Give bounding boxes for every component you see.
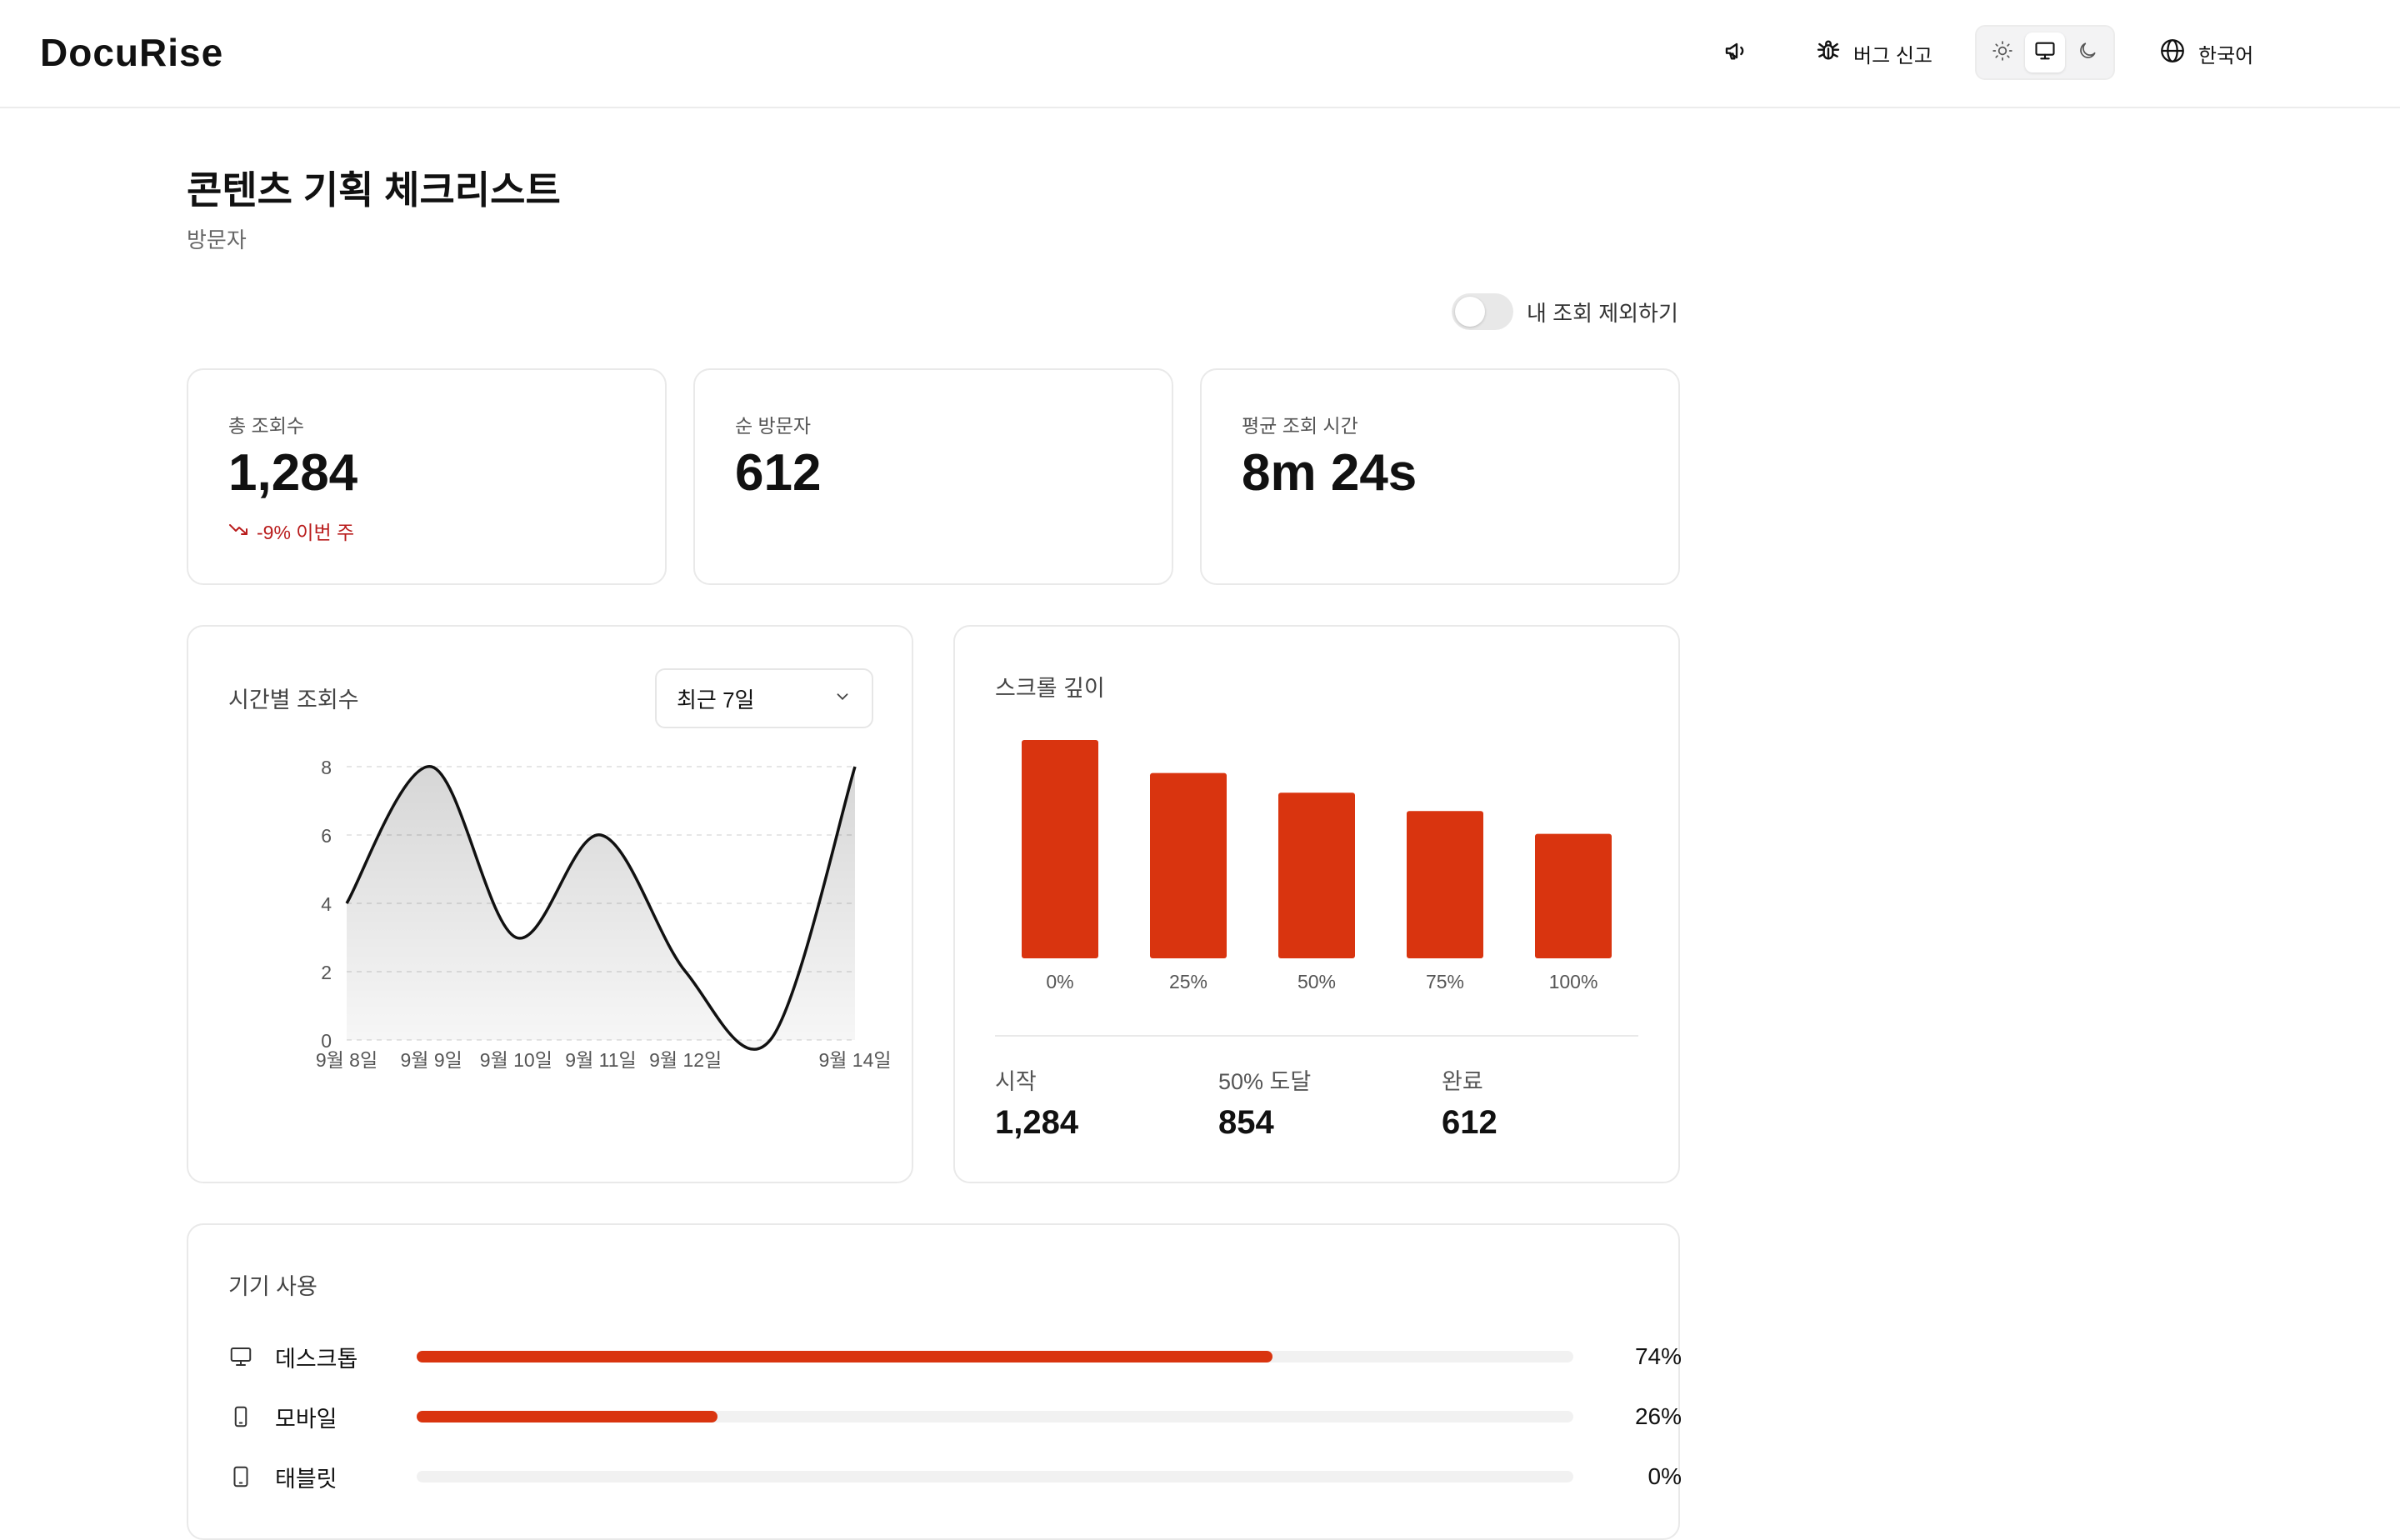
bug-icon: [1815, 38, 1842, 70]
tablet-icon: [228, 1464, 262, 1489]
stat-value: 612: [735, 444, 822, 502]
x-tick-label: 0%: [1046, 971, 1073, 992]
series-line: [345, 765, 857, 1051]
x-tick-label: 9월 14일: [818, 1049, 891, 1071]
x-tick-label: 75%: [1426, 971, 1464, 992]
trend-text: -9% 이번 주: [257, 522, 355, 543]
scroll-summary-half: 50% 도달 854: [1218, 1063, 1311, 1142]
exclude-my-views-label: 내 조회 제외하기: [1527, 300, 1678, 326]
device-progress-track: [417, 1351, 1573, 1362]
summary-value: 612: [1442, 1104, 1498, 1141]
exclude-my-views-toggle-row: 내 조회 제외하기: [1452, 293, 1678, 330]
device-progress-fill: [417, 1411, 718, 1422]
x-tick-label: 50%: [1298, 971, 1336, 992]
stat-card-avg-view-time: 평균 조회 시간 8m 24s: [1200, 368, 1680, 585]
bug-report-label: 버그 신고: [1853, 44, 1932, 68]
device-name: 데스크톱: [275, 1346, 358, 1372]
y-tick-label: 8: [321, 757, 332, 778]
scroll-depth-bar: [1150, 772, 1227, 958]
bug-report-button[interactable]: 버그 신고: [1815, 32, 1932, 75]
card-title: 시간별 조회수: [228, 688, 359, 712]
theme-system-button[interactable]: [2024, 32, 2065, 72]
device-row-desktop: 데스크톱 74%: [228, 1340, 1682, 1373]
language-label: 한국어: [2198, 44, 2254, 68]
card-title: 스크롤 깊이: [995, 676, 1105, 701]
summary-label: 50% 도달: [1218, 1069, 1312, 1094]
y-tick-label: 2: [321, 962, 332, 983]
announcements-button[interactable]: [1723, 32, 1750, 75]
exclude-my-views-toggle[interactable]: [1452, 293, 1513, 330]
theme-dark-button[interactable]: [2068, 32, 2108, 72]
device-usage-card: 기기 사용 데스크톱 74% 모바일 26% 태블릿 0%: [187, 1223, 1682, 1540]
logo[interactable]: DocuRise: [40, 31, 224, 74]
area-fill: [347, 766, 855, 1050]
x-tick-label: 9월 11일: [565, 1049, 636, 1071]
stat-label: 평균 조회 시간: [1242, 415, 1358, 437]
y-tick-label: 0: [321, 1030, 332, 1052]
device-progress-track: [417, 1471, 1573, 1482]
stat-value: 8m 24s: [1242, 444, 1418, 502]
top-bar: DocuRise 버그 신고 한국: [0, 0, 2400, 108]
scroll-depth-card: 스크롤 깊이 0% 25% 50% 75% 100% 시작 1,284 50% 도달 8…: [953, 625, 1680, 1183]
device-progress-fill: [417, 1351, 1273, 1362]
device-progress-track: [417, 1411, 1573, 1422]
page-title: 콘텐츠 기획 체크리스트: [187, 168, 561, 212]
stat-label: 순 방문자: [735, 415, 812, 437]
smartphone-icon: [228, 1404, 262, 1429]
scroll-summary-complete: 완료 612: [1442, 1063, 1498, 1142]
date-range-value: 최근 7일: [677, 687, 755, 712]
y-tick-label: 6: [321, 825, 332, 847]
globe-icon: [2158, 37, 2187, 71]
scroll-depth-bar: [1407, 811, 1483, 958]
moon-icon: [2077, 40, 2098, 66]
language-button[interactable]: 한국어: [2158, 32, 2253, 75]
scroll-depth-bar: [1022, 740, 1098, 958]
x-tick-label: 9월 10일: [480, 1049, 552, 1071]
summary-value: 1,284: [995, 1104, 1079, 1141]
device-row-mobile: 모바일 26%: [228, 1400, 1682, 1433]
sun-icon: [1992, 40, 2013, 66]
stat-card-unique-visitors: 순 방문자 612: [693, 368, 1173, 585]
views-line-chart: 0 2 4 6 8 9월 8일 9월 9일 9월 10일 9월 11일 9월 12일 9월 14일: [316, 757, 892, 1071]
device-name: 태블릿: [275, 1466, 338, 1492]
theme-light-button[interactable]: [1982, 32, 2022, 72]
scroll-depth-bar: [1535, 833, 1612, 958]
x-tick-label: 25%: [1169, 971, 1208, 992]
toggle-knob: [1455, 297, 1485, 327]
trend-down-icon: [228, 520, 250, 542]
views-over-time-card: 시간별 조회수 최근 7일 0 2 4 6 8 9월 8일 9월 9일 9월 10일 9월 11…: [187, 625, 913, 1183]
x-tick-label: 100%: [1549, 971, 1598, 992]
date-range-select[interactable]: 최근 7일: [655, 668, 873, 728]
stat-label: 총 조회수: [228, 415, 305, 437]
x-tick-label: 9월 12일: [649, 1049, 722, 1071]
device-percent: 74%: [1634, 1343, 1682, 1369]
page-subtitle: 방문자: [187, 228, 247, 252]
monitor-icon: [228, 1344, 262, 1369]
summary-label: 시작: [995, 1069, 1037, 1094]
scroll-depth-bar: [1278, 792, 1355, 958]
theme-switcher: [1975, 25, 2115, 80]
device-percent: 0%: [1648, 1463, 1682, 1489]
x-tick-label: 9월 8일: [316, 1049, 378, 1071]
device-name: 모바일: [275, 1406, 338, 1432]
card-title: 기기 사용: [228, 1274, 318, 1299]
divider: [995, 1035, 1638, 1037]
megaphone-icon: [1723, 38, 1750, 70]
stat-trend: -9% 이번 주: [228, 517, 354, 545]
y-tick-label: 4: [321, 893, 332, 915]
x-tick-label: 9월 9일: [401, 1049, 462, 1071]
device-row-tablet: 태블릿 0%: [228, 1460, 1682, 1493]
stat-value: 1,284: [228, 444, 358, 502]
scroll-depth-bar-chart: 0% 25% 50% 75% 100%: [1022, 740, 1612, 992]
scroll-summary-start: 시작 1,284: [995, 1063, 1078, 1142]
chevron-down-icon: [833, 686, 852, 712]
summary-value: 854: [1218, 1104, 1274, 1141]
summary-label: 완료: [1442, 1069, 1483, 1094]
monitor-icon: [2033, 39, 2057, 67]
stat-card-total-views: 총 조회수 1,284 -9% 이번 주: [187, 368, 667, 585]
device-percent: 26%: [1634, 1403, 1682, 1429]
